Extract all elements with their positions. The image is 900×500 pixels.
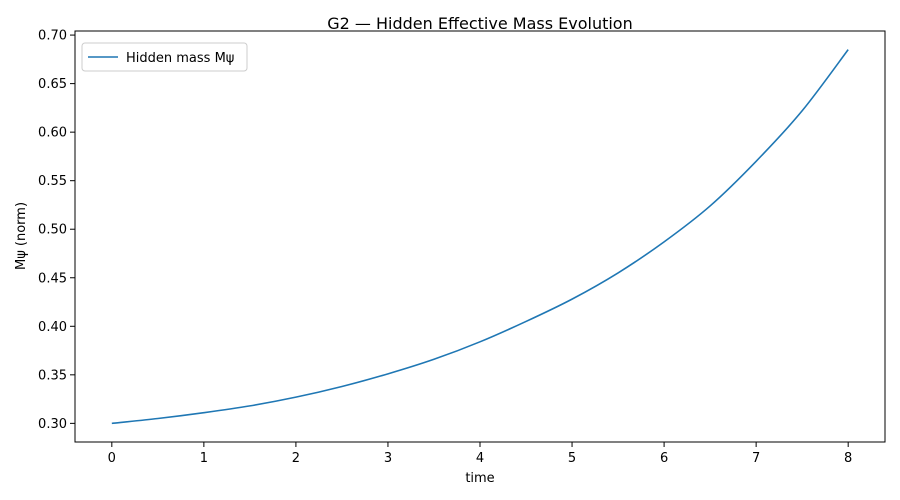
- x-tick-label: 1: [200, 451, 208, 466]
- x-tick-label: 3: [384, 451, 392, 466]
- x-axis-label: time: [465, 471, 494, 486]
- y-tick-label: 0.50: [38, 223, 67, 238]
- plot-area: [74, 30, 886, 443]
- legend-label: Hidden mass Mψ: [126, 51, 234, 66]
- legend-box: [81, 42, 248, 72]
- y-tick-label: 0.35: [38, 368, 67, 383]
- x-tick-label: 8: [844, 451, 852, 466]
- y-tick-label: 0.40: [38, 320, 67, 335]
- x-tick-label: 6: [660, 451, 668, 466]
- series-line: [111, 49, 849, 425]
- series-layer: [111, 49, 849, 425]
- y-axis-label: Mψ (norm): [14, 202, 29, 270]
- x-tick-label: 4: [476, 451, 484, 466]
- x-tick-label: 7: [752, 451, 760, 466]
- x-tick-label: 0: [108, 451, 116, 466]
- x-tick-label: 5: [568, 451, 576, 466]
- y-tick-label: 0.70: [38, 29, 67, 44]
- y-axis: 0.30 0.35 0.40 0.45 0.50 0.55 0.60 0.65 0.70: [38, 29, 75, 432]
- x-axis: 0 1 2 3 4 5 6 7 8: [108, 442, 852, 466]
- chart-title: G2 — Hidden Effective Mass Evolution: [327, 14, 632, 33]
- y-tick-label: 0.65: [38, 77, 67, 92]
- y-tick-label: 0.45: [38, 271, 67, 286]
- y-tick-label: 0.55: [38, 174, 67, 189]
- legend: Hidden mass Mψ: [81, 42, 248, 72]
- y-tick-label: 0.60: [38, 126, 67, 141]
- y-tick-label: 0.30: [38, 417, 67, 432]
- x-tick-label: 2: [292, 451, 300, 466]
